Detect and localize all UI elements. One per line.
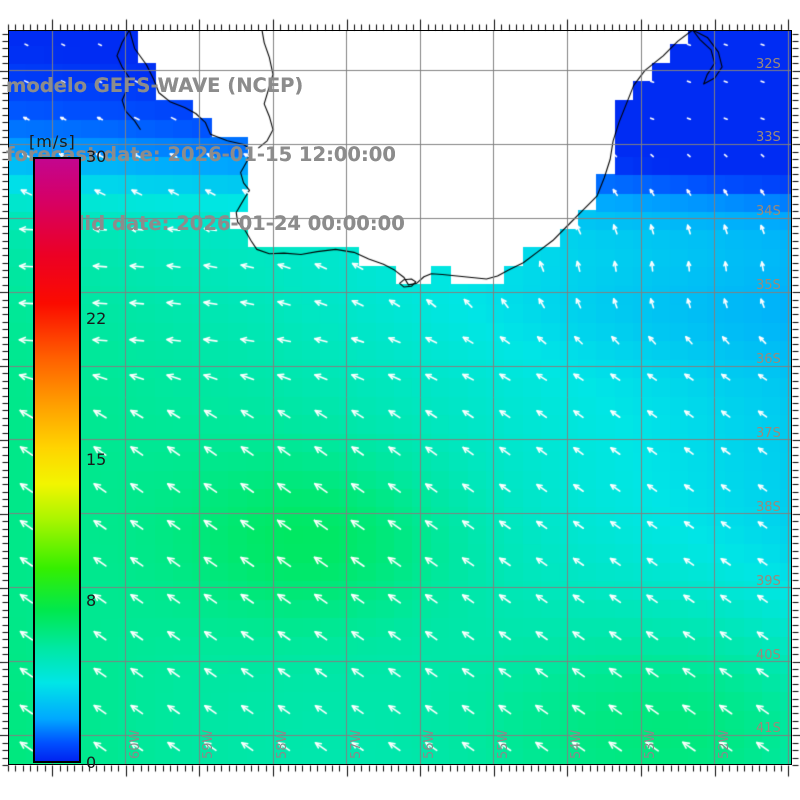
colorbar-tick-label: 15 <box>86 450 107 469</box>
colorbar-tick-label: 30 <box>86 147 107 166</box>
colorbar-tick-label: 22 <box>86 308 107 328</box>
figure-title-block: modelo GEFS-WAVE (NCEP) forecast date: 2… <box>0 28 520 281</box>
colorbar-tick-label: 0 <box>86 753 97 772</box>
colorbar-tick-label: 8 <box>86 591 97 611</box>
title-forecast: forecast date: 2026-01-15 12:00:00 <box>6 143 396 166</box>
colorbar <box>33 157 81 763</box>
colorbar-gradient <box>33 157 81 763</box>
colorbar-unit-label: [m/s] <box>29 132 76 151</box>
title-valid: valid date: 2026-01-24 00:00:00 <box>52 212 405 235</box>
title-model: modelo GEFS-WAVE (NCEP) <box>6 74 304 97</box>
